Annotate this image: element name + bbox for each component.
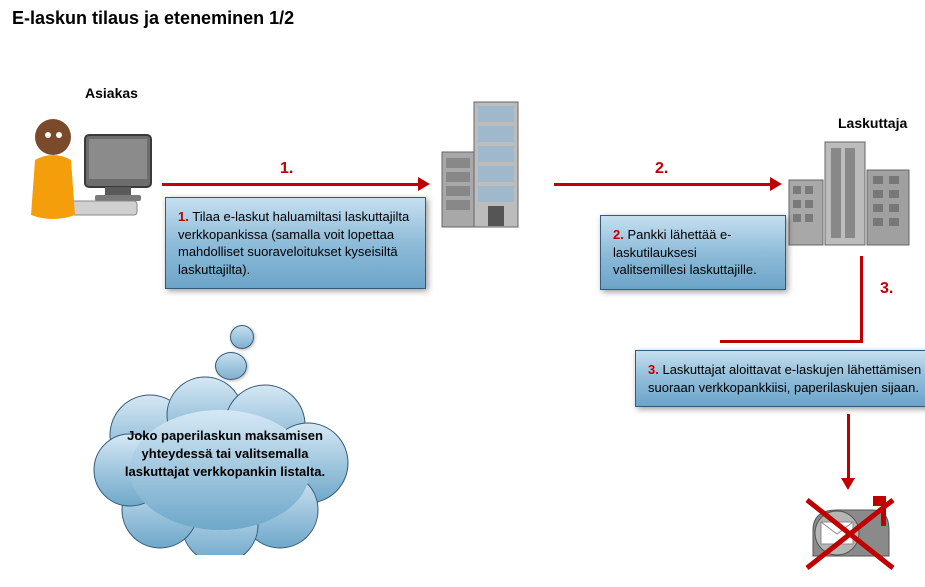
arrow-3-line-v2 — [847, 414, 850, 480]
thought-cloud: Joko paperilaskun maksamisen yhteydessä … — [90, 375, 360, 555]
biller-label: Laskuttaja — [838, 115, 907, 131]
step-1-box-text: Tilaa e-laskut haluamiltasi laskuttajilt… — [178, 209, 409, 277]
step-2-box-text: Pankki lähettää e-laskutilauksesi valits… — [613, 227, 757, 277]
arrow-1-line — [162, 183, 418, 186]
step-2-number: 2. — [655, 160, 668, 178]
bank-building-icon — [430, 92, 540, 232]
step-3-box: 3. Laskuttajat aloittavat e-laskujen läh… — [635, 350, 925, 407]
step-1-box: 1. Tilaa e-laskut haluamiltasi laskuttaj… — [165, 197, 426, 289]
arrow-2-line — [554, 183, 770, 186]
arrow-1-head — [418, 177, 430, 191]
arrow-2-head — [770, 177, 782, 191]
arrow-3-line-h — [720, 340, 863, 343]
step-3-number: 3. — [880, 280, 893, 298]
arrow-3-line-v1 — [860, 256, 863, 340]
arrow-3-head — [841, 478, 855, 490]
step-2-box: 2. Pankki lähettää e-laskutilauksesi val… — [600, 215, 786, 290]
step-3-box-num: 3. — [648, 362, 659, 377]
thought-bubble-dot-1 — [230, 325, 254, 349]
step-2-box-num: 2. — [613, 227, 624, 242]
customer-label: Asiakas — [85, 85, 138, 101]
page-title: E-laskun tilaus ja eteneminen 1/2 — [12, 8, 294, 29]
biller-buildings-icon — [785, 130, 915, 250]
mailbox-crossed-icon — [803, 490, 898, 575]
step-3-box-text: Laskuttajat aloittavat e-laskujen lähett… — [648, 362, 921, 395]
step-1-box-num: 1. — [178, 209, 189, 224]
customer-icon — [15, 105, 155, 225]
step-1-number: 1. — [280, 160, 293, 178]
thought-cloud-text: Joko paperilaskun maksamisen yhteydessä … — [124, 427, 326, 482]
